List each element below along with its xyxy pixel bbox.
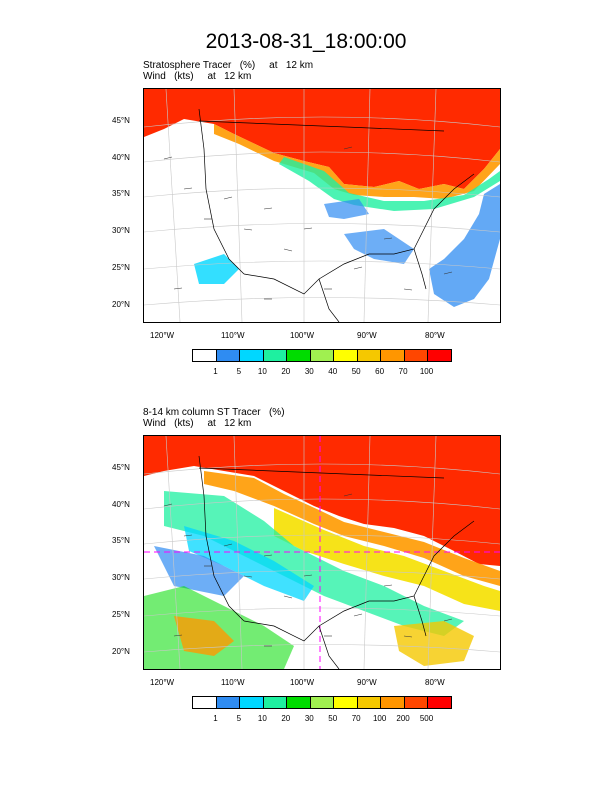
colorbar-swatch-2 xyxy=(240,350,264,361)
column-high-region xyxy=(144,436,500,566)
panel-1-title-line2: Wind (kts) at 12 km xyxy=(143,71,252,82)
colorbar-swatch-1 xyxy=(216,350,241,361)
panel-1-lon-100: 100°W xyxy=(290,331,315,340)
column-green-region xyxy=(164,491,464,636)
tracer-high-region xyxy=(144,89,500,189)
colorbar-label: 40 xyxy=(328,367,338,376)
panel-2-lat-30: 30°N xyxy=(112,573,130,582)
colorbar-label: 30 xyxy=(304,367,314,376)
panel-1-map xyxy=(143,88,501,323)
colorbar-label: 20 xyxy=(281,367,291,376)
coastlines xyxy=(198,455,475,669)
panel-1-colorbar xyxy=(192,349,452,362)
colorbar-label: 100 xyxy=(419,367,434,376)
panel-2-lon-100: 100°W xyxy=(290,678,315,687)
panel-1-map-svg xyxy=(144,89,500,322)
panel-2-lat-40: 40°N xyxy=(112,500,130,509)
panel-1-lat-35: 35°N xyxy=(112,189,130,198)
colorbar-label: 1 xyxy=(213,714,218,723)
panel-2-lon-80: 80°W xyxy=(425,678,445,687)
colorbar-swatch-5 xyxy=(310,350,335,361)
colorbar-swatch-10 xyxy=(428,697,452,708)
colorbar-swatch-3 xyxy=(263,697,288,708)
colorbar-label: 70 xyxy=(398,367,408,376)
colorbar-label: 5 xyxy=(236,714,242,723)
colorbar-swatch-4 xyxy=(287,697,311,708)
panel-1-lon-120: 120°W xyxy=(150,331,175,340)
colorbar-label: 10 xyxy=(257,714,267,723)
panel-2-lon-110: 110°W xyxy=(221,678,245,687)
colorbar-swatch-0 xyxy=(193,697,217,708)
colorbar-swatch-6 xyxy=(334,697,358,708)
colorbar-label: 50 xyxy=(351,367,361,376)
colorbar-label: 10 xyxy=(257,367,267,376)
column-southeast-region xyxy=(394,621,474,666)
main-title: 2013-08-31_18:00:00 xyxy=(205,30,407,53)
panel-2-lat-25: 25°N xyxy=(112,610,130,619)
colorbar-swatch-8 xyxy=(381,350,405,361)
colorbar-label: 30 xyxy=(304,714,314,723)
colorbar-label: 1 xyxy=(213,367,218,376)
panel-1-title-line1: Stratosphere Tracer (%) at 12 km xyxy=(143,60,314,71)
tracer-blue-south xyxy=(344,229,414,264)
colorbar-swatch-1 xyxy=(216,697,241,708)
panel-2-title-line1: 8-14 km column ST Tracer (%) xyxy=(143,407,285,418)
tracer-blue-central xyxy=(324,199,369,219)
graticule xyxy=(144,89,500,322)
panel-2-lat-20: 20°N xyxy=(112,647,130,656)
colorbar-swatch-8 xyxy=(381,697,405,708)
colorbar-label: 60 xyxy=(375,367,385,376)
colorbar-label: 200 xyxy=(396,714,410,723)
panel-1-lon-110: 110°W xyxy=(221,331,245,340)
column-yellow-band xyxy=(274,508,500,611)
colorbar-label: 5 xyxy=(236,367,242,376)
colorbar-swatch-2 xyxy=(240,697,264,708)
colorbar-label: 70 xyxy=(351,714,361,723)
column-southwest-orange xyxy=(174,616,234,656)
tracer-blue-east xyxy=(429,184,500,307)
panel-1-colorbar-labels: 1 5 10 20 30 40 50 60 70 100 xyxy=(192,367,452,379)
panel-2-lat-35: 35°N xyxy=(112,536,130,545)
wind-barbs xyxy=(163,493,453,647)
colorbar-swatch-3 xyxy=(263,350,288,361)
panel-2-title-line2: Wind (kts) at 12 km xyxy=(143,418,252,429)
colorbar-label: 20 xyxy=(281,714,291,723)
panel-2-map-svg xyxy=(144,436,500,669)
colorbar-swatch-10 xyxy=(428,350,452,361)
colorbar-swatch-7 xyxy=(357,350,382,361)
colorbar-swatch-5 xyxy=(310,697,335,708)
panel-1-lon-90: 90°W xyxy=(357,331,377,340)
panel-2-lon-120: 120°W xyxy=(150,678,175,687)
panel-2-map xyxy=(143,435,501,670)
colorbar-swatch-9 xyxy=(404,350,429,361)
colorbar-label: 50 xyxy=(328,714,338,723)
colorbar-swatch-9 xyxy=(404,697,429,708)
panel-1-lat-40: 40°N xyxy=(112,153,130,162)
panel-1-lon-80: 80°W xyxy=(425,331,445,340)
colorbar-swatch-7 xyxy=(357,697,382,708)
colorbar-label: 100 xyxy=(372,714,387,723)
coastlines xyxy=(198,108,475,322)
panel-1-lat-25: 25°N xyxy=(112,263,130,272)
column-blue-region xyxy=(154,546,244,596)
panel-2-colorbar xyxy=(192,696,452,709)
panel-2-lat-45: 45°N xyxy=(112,463,130,472)
wind-barbs xyxy=(163,146,453,300)
colorbar-label: 500 xyxy=(419,714,434,723)
colorbar-swatch-6 xyxy=(334,350,358,361)
tracer-green-band xyxy=(279,157,500,211)
panel-1-lat-30: 30°N xyxy=(112,226,130,235)
panel-2-colorbar-labels: 1 5 10 20 30 50 70 100 200 500 xyxy=(192,714,452,726)
panel-2-lon-90: 90°W xyxy=(357,678,377,687)
panel-1-lat-20: 20°N xyxy=(112,300,130,309)
panel-1-lat-45: 45°N xyxy=(112,116,130,125)
column-cyan-region xyxy=(184,526,314,601)
tracer-cyan-west xyxy=(194,254,239,284)
colorbar-swatch-4 xyxy=(287,350,311,361)
colorbar-swatch-0 xyxy=(193,350,217,361)
